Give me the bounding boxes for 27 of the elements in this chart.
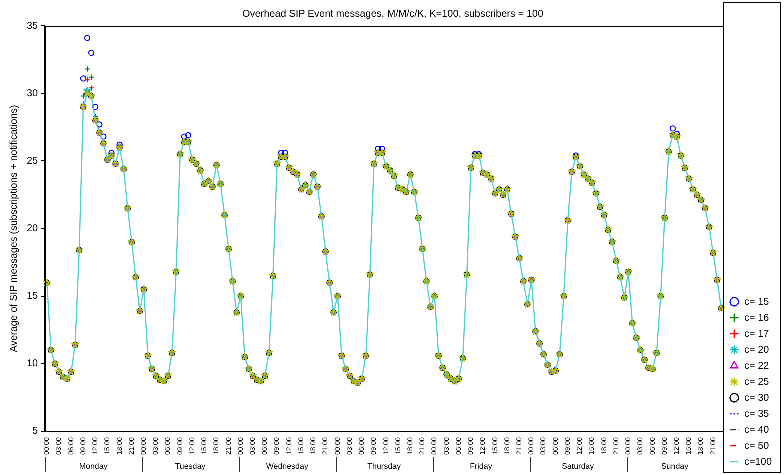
- y-tick-label: 20: [27, 223, 39, 234]
- y-tick-label: 10: [27, 358, 39, 370]
- y-axis-title: Average of SIP messages (subscriptions + notifications): [8, 105, 20, 352]
- legend-label: c= 22: [744, 360, 770, 372]
- legend-label: c= 17: [744, 328, 770, 340]
- legend-label: c= 50: [744, 440, 770, 452]
- y-tick-label: 5: [32, 426, 39, 438]
- legend-label: c= 35: [744, 408, 770, 420]
- legend-label: c= 16: [744, 312, 770, 324]
- text: Wednesday: [266, 462, 308, 472]
- legend-label: c= 25: [744, 376, 770, 388]
- legend-label: c= 30: [744, 392, 770, 404]
- y-tick-label: 25: [27, 156, 39, 167]
- legend-label: c= 20: [744, 344, 770, 356]
- legend-label: c=100: [744, 456, 772, 468]
- text: Tuesday: [175, 462, 206, 472]
- y-tick-label: 15: [27, 291, 39, 302]
- text: Sunday: [661, 462, 689, 472]
- text: Friday: [470, 462, 492, 472]
- text: Saturday: [562, 462, 594, 472]
- text: Monday: [79, 462, 108, 472]
- y-tick-label: 30: [27, 88, 39, 100]
- legend-label: c= 15: [744, 296, 770, 308]
- y-tick-label: 35: [27, 20, 39, 32]
- legend-label: c= 40: [744, 424, 770, 436]
- text: Thursday: [368, 462, 401, 472]
- chart-title: Overhead SIP Event messages, M/M/c/K, K=100, subscribers = 100: [242, 8, 544, 20]
